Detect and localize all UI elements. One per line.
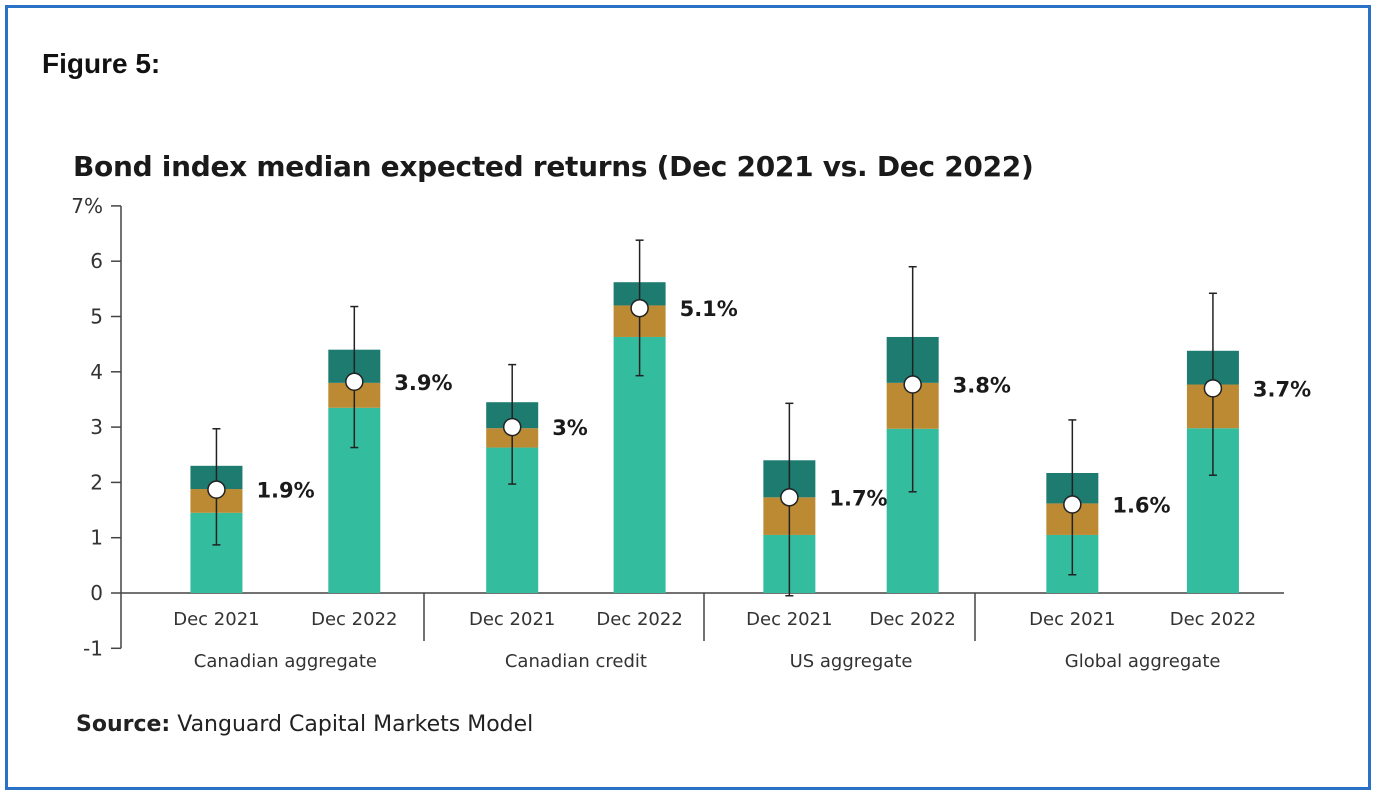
x-category-label: Dec 2021 xyxy=(746,609,832,630)
x-category-label: Dec 2021 xyxy=(469,609,555,630)
data-label: 1.6% xyxy=(1112,494,1170,518)
median-marker xyxy=(207,480,226,499)
x-category-label: Dec 2022 xyxy=(311,609,397,630)
source-text: Vanguard Capital Markets Model xyxy=(177,712,534,737)
x-group-label: Global aggregate xyxy=(1065,651,1221,672)
data-label: 3.7% xyxy=(1253,377,1311,401)
median-marker xyxy=(630,298,649,318)
y-tick-label: 5 xyxy=(90,305,103,329)
x-category-label: Dec 2021 xyxy=(173,609,259,630)
x-category-label: Dec 2022 xyxy=(869,609,955,630)
figure-label: Figure 5: xyxy=(42,48,161,79)
x-group-label: Canadian aggregate xyxy=(194,651,377,672)
source-note: Source: Vanguard Capital Markets Model xyxy=(76,712,533,737)
data-label: 1.7% xyxy=(829,486,887,510)
x-category-label: Dec 2021 xyxy=(1029,609,1115,630)
chart-title: Bond index median expected returns (Dec … xyxy=(73,150,1034,183)
median-marker xyxy=(780,488,799,507)
median-marker xyxy=(903,375,922,394)
bar-lower-band xyxy=(613,336,666,593)
data-label: 3% xyxy=(552,416,588,440)
x-category-label: Dec 2022 xyxy=(1170,609,1256,630)
data-label: 3.9% xyxy=(394,371,452,395)
y-tick-label: 7% xyxy=(71,194,103,218)
y-tick-label: 3 xyxy=(90,415,103,439)
x-group-label: Canadian credit xyxy=(505,651,647,672)
y-tick-label: 2 xyxy=(90,470,103,494)
data-label: 3.8% xyxy=(953,374,1011,398)
source-label: Source: xyxy=(76,712,171,737)
x-group-label: US aggregate xyxy=(790,651,913,672)
y-tick-label: 1 xyxy=(90,526,103,550)
figure-frame xyxy=(5,5,1371,790)
median-marker xyxy=(345,372,364,392)
data-label: 1.9% xyxy=(256,479,314,503)
median-marker xyxy=(1063,495,1082,514)
data-label: 5.1% xyxy=(680,297,738,321)
y-tick-label: 0 xyxy=(90,581,103,605)
y-tick-label: -1 xyxy=(83,636,103,660)
median-marker xyxy=(1203,379,1223,398)
y-tick-label: 6 xyxy=(90,249,103,273)
y-tick-label: 4 xyxy=(90,360,103,384)
median-marker xyxy=(502,417,522,437)
x-category-label: Dec 2022 xyxy=(596,609,682,630)
